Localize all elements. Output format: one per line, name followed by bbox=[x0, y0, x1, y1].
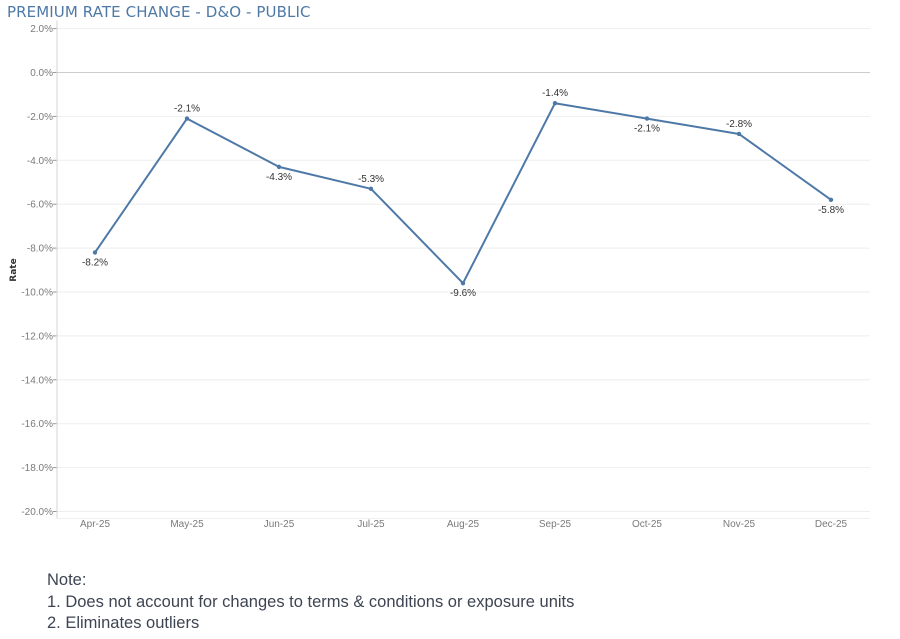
y-tick-label: -20.0% bbox=[21, 507, 53, 518]
data-label: -9.6% bbox=[450, 288, 476, 299]
axes bbox=[53, 20, 870, 519]
x-tick-label: Oct-25 bbox=[632, 519, 662, 530]
notes-heading: Note: bbox=[47, 571, 87, 589]
data-label: -2.1% bbox=[174, 104, 200, 115]
data-label: -2.8% bbox=[726, 119, 752, 130]
series-line-1 bbox=[94, 102, 832, 285]
line-chart: 2.0% 0.0% -2.0% -4.0% -6.0% -8.0% -10.0% -12.0%… bbox=[9, 20, 870, 530]
y-tick-label: -4.0% bbox=[27, 156, 53, 167]
x-tick-label: Sep-25 bbox=[539, 519, 572, 530]
y-tick-label: -16.0% bbox=[21, 419, 53, 430]
data-label: -1.4% bbox=[542, 88, 568, 99]
y-tick-label: -2.0% bbox=[27, 112, 53, 123]
series-line bbox=[94, 102, 832, 285]
x-tick-label: Dec-25 bbox=[815, 519, 848, 530]
data-point bbox=[552, 101, 558, 106]
note-item-2: 2. Eliminates outliers bbox=[47, 614, 200, 632]
data-point bbox=[460, 281, 466, 286]
x-tick-label: Jul-25 bbox=[357, 519, 385, 530]
x-tick-label: May-25 bbox=[170, 519, 204, 530]
data-point bbox=[368, 186, 374, 192]
x-tick-label: Jun-25 bbox=[264, 519, 295, 530]
data-label: -5.3% bbox=[358, 174, 384, 185]
data-point bbox=[736, 131, 742, 137]
x-tick-label: Apr-25 bbox=[80, 519, 110, 530]
y-axis-title: Rate bbox=[9, 258, 19, 281]
data-label: -2.1% bbox=[634, 124, 660, 135]
data-label: -5.8% bbox=[818, 205, 844, 216]
data-label: -4.3% bbox=[266, 172, 292, 183]
x-tick-label: Nov-25 bbox=[723, 519, 756, 530]
data-points bbox=[92, 101, 834, 286]
data-point bbox=[184, 116, 190, 121]
data-label: -8.2% bbox=[82, 257, 108, 268]
y-tick-label: 2.0% bbox=[30, 24, 53, 35]
x-tick-labels: Apr-25 May-25 Jun-25 Jul-25 Aug-25 Sep-25 Oct-… bbox=[80, 519, 848, 530]
notes: Note: 1. Does not account for changes to… bbox=[47, 570, 574, 635]
grid-lines bbox=[57, 28, 870, 512]
y-tick-labels: 2.0% 0.0% -2.0% -4.0% -6.0% -8.0% -10.0% -12.0%… bbox=[21, 24, 53, 518]
data-labels: -8.2% -2.1% -4.3% -5.3% -9.6% -1.4% -2.1% -2.8%… bbox=[82, 88, 844, 299]
x-tick-label: Aug-25 bbox=[447, 519, 480, 530]
y-tick-label: -12.0% bbox=[21, 331, 53, 342]
y-tick-label: -14.0% bbox=[21, 375, 53, 386]
y-tick-label: -8.0% bbox=[27, 244, 53, 255]
data-point bbox=[276, 164, 282, 170]
data-point bbox=[92, 250, 98, 255]
y-tick-label: 0.0% bbox=[30, 68, 53, 79]
y-tick-label: -18.0% bbox=[21, 463, 53, 474]
data-point bbox=[644, 116, 650, 121]
y-tick-label: -6.0% bbox=[27, 200, 53, 211]
note-item-1: 1. Does not account for changes to terms… bbox=[47, 592, 575, 611]
y-tick-label: -10.0% bbox=[21, 288, 53, 299]
data-point bbox=[828, 197, 834, 203]
chart-title: PREMIUM RATE CHANGE - D&O - PUBLIC bbox=[7, 3, 311, 21]
